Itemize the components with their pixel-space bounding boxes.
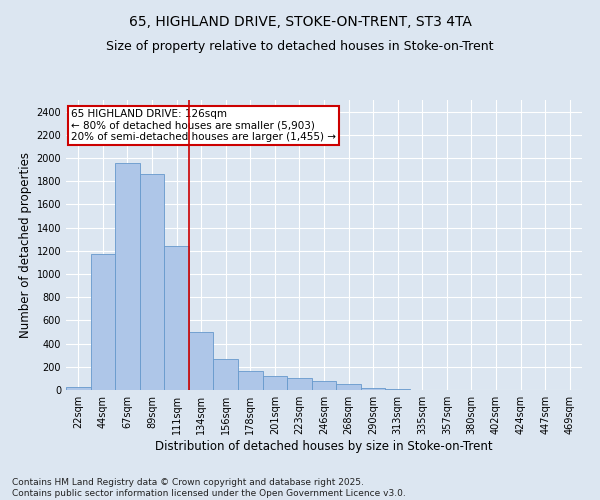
Bar bbox=[312, 380, 336, 390]
Y-axis label: Number of detached properties: Number of detached properties bbox=[19, 152, 32, 338]
Text: Contains HM Land Registry data © Crown copyright and database right 2025.
Contai: Contains HM Land Registry data © Crown c… bbox=[12, 478, 406, 498]
Bar bbox=[263, 376, 287, 390]
Bar bbox=[115, 162, 140, 390]
Bar bbox=[164, 246, 189, 390]
Bar bbox=[238, 371, 263, 390]
Bar bbox=[287, 378, 312, 390]
X-axis label: Distribution of detached houses by size in Stoke-on-Trent: Distribution of detached houses by size … bbox=[155, 440, 493, 453]
Bar bbox=[336, 384, 361, 390]
Text: Size of property relative to detached houses in Stoke-on-Trent: Size of property relative to detached ho… bbox=[106, 40, 494, 53]
Bar bbox=[361, 388, 385, 390]
Bar bbox=[214, 358, 238, 390]
Text: 65, HIGHLAND DRIVE, STOKE-ON-TRENT, ST3 4TA: 65, HIGHLAND DRIVE, STOKE-ON-TRENT, ST3 … bbox=[128, 15, 472, 29]
Bar bbox=[91, 254, 115, 390]
Text: 65 HIGHLAND DRIVE: 126sqm
← 80% of detached houses are smaller (5,903)
20% of se: 65 HIGHLAND DRIVE: 126sqm ← 80% of detac… bbox=[71, 108, 336, 142]
Bar bbox=[66, 386, 91, 390]
Bar bbox=[140, 174, 164, 390]
Bar bbox=[189, 332, 214, 390]
Bar bbox=[385, 389, 410, 390]
